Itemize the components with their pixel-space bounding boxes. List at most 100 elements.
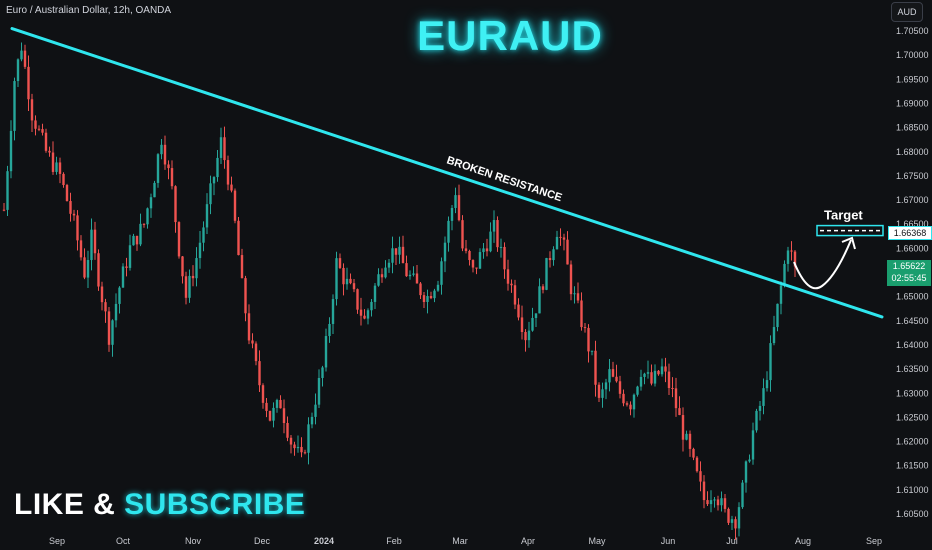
candle-body — [331, 299, 335, 324]
candle-body — [478, 252, 482, 269]
candle-body — [440, 261, 443, 285]
candle-body — [527, 330, 531, 341]
candle-body — [629, 404, 632, 410]
candle-body — [510, 283, 513, 286]
candle-body — [461, 220, 464, 249]
x-tick-label: Apr — [521, 536, 535, 546]
candle-body — [433, 290, 436, 299]
candle-body — [167, 164, 170, 169]
candle-body — [139, 223, 142, 245]
candle-body — [699, 471, 702, 482]
candle-body — [247, 313, 251, 341]
candle-body — [342, 267, 345, 285]
candle-body — [48, 150, 51, 153]
candle-body — [436, 284, 440, 291]
candle-body — [755, 410, 758, 431]
candle-body — [128, 245, 132, 268]
x-tick-label: 2024 — [314, 536, 334, 546]
candle-body — [555, 236, 559, 250]
y-tick-label: 1.70500 — [896, 26, 929, 36]
candle-body — [132, 235, 135, 246]
candle-body — [37, 128, 41, 130]
y-tick-label: 1.69500 — [896, 74, 929, 84]
candle-body — [310, 416, 314, 425]
candle-body — [226, 160, 230, 185]
candle-body — [720, 498, 723, 506]
candle-body — [408, 274, 412, 277]
like-text: LIKE & — [14, 488, 125, 521]
candle-body — [181, 256, 184, 277]
candle-body — [471, 260, 475, 268]
candle-body — [163, 144, 167, 165]
y-tick-label: 1.66000 — [896, 243, 929, 253]
candle-body — [356, 289, 359, 310]
candle-body — [405, 263, 408, 277]
candle-body — [177, 222, 181, 257]
y-tick-label: 1.63500 — [896, 364, 929, 374]
currency-button[interactable]: AUD — [891, 2, 923, 22]
candle-body — [457, 195, 461, 221]
candle-body — [195, 258, 198, 279]
y-tick-label: 1.62000 — [896, 437, 929, 447]
candle-body — [296, 446, 300, 449]
candle-body — [618, 381, 622, 394]
candle-countdown: 02:55:45 — [891, 273, 927, 283]
candle-body — [625, 403, 629, 405]
candle-body — [447, 220, 450, 243]
candle-body — [643, 373, 646, 377]
candle-body — [380, 274, 384, 278]
candle-body — [727, 508, 730, 523]
candle-body — [762, 388, 765, 406]
candle-body — [125, 266, 128, 268]
candle-body — [513, 285, 517, 305]
candle-body — [506, 269, 510, 284]
candle-body — [324, 336, 328, 368]
candle-body — [314, 404, 317, 417]
candle-body — [93, 229, 97, 254]
candle-body — [636, 386, 639, 395]
target-label: Target — [824, 208, 863, 223]
candle-body — [790, 250, 793, 252]
y-tick-label: 1.67000 — [896, 195, 929, 205]
candle-body — [674, 388, 678, 409]
x-tick-label: Feb — [386, 536, 402, 546]
candle-body — [730, 519, 734, 523]
candle-body — [300, 446, 303, 453]
candle-body — [429, 296, 433, 299]
candle-body — [597, 384, 601, 398]
subscribe-text: SUBSCRIBE — [124, 488, 306, 521]
candle-body — [191, 275, 195, 279]
candle-body — [233, 190, 237, 221]
candle-body — [69, 201, 72, 214]
candle-body — [751, 430, 755, 460]
candle-body — [664, 366, 667, 372]
candle-body — [401, 246, 405, 264]
candle-body — [604, 382, 608, 390]
resistance-trendline[interactable] — [10, 27, 884, 319]
candle-body — [611, 369, 615, 377]
candle-body — [482, 248, 485, 253]
candle-body — [97, 253, 100, 287]
candle-body — [23, 50, 27, 67]
candle-body — [254, 343, 258, 362]
candle-body — [562, 237, 566, 240]
candle-body — [58, 162, 62, 174]
candle-body — [496, 220, 499, 248]
candle-body — [251, 340, 254, 344]
candle-body — [653, 370, 657, 384]
candle-body — [286, 422, 289, 438]
candle-body — [569, 264, 573, 295]
candle-body — [384, 267, 387, 278]
candle-body — [576, 293, 580, 301]
candle-body — [454, 195, 457, 208]
candle-body — [170, 168, 174, 187]
candle-body — [475, 267, 478, 269]
candle-body — [303, 452, 307, 454]
candle-body — [338, 258, 342, 268]
candle-body — [716, 499, 720, 506]
candle-body — [205, 204, 209, 228]
candle-body — [321, 367, 324, 378]
candle-body — [450, 207, 454, 221]
candle-body — [90, 229, 93, 261]
